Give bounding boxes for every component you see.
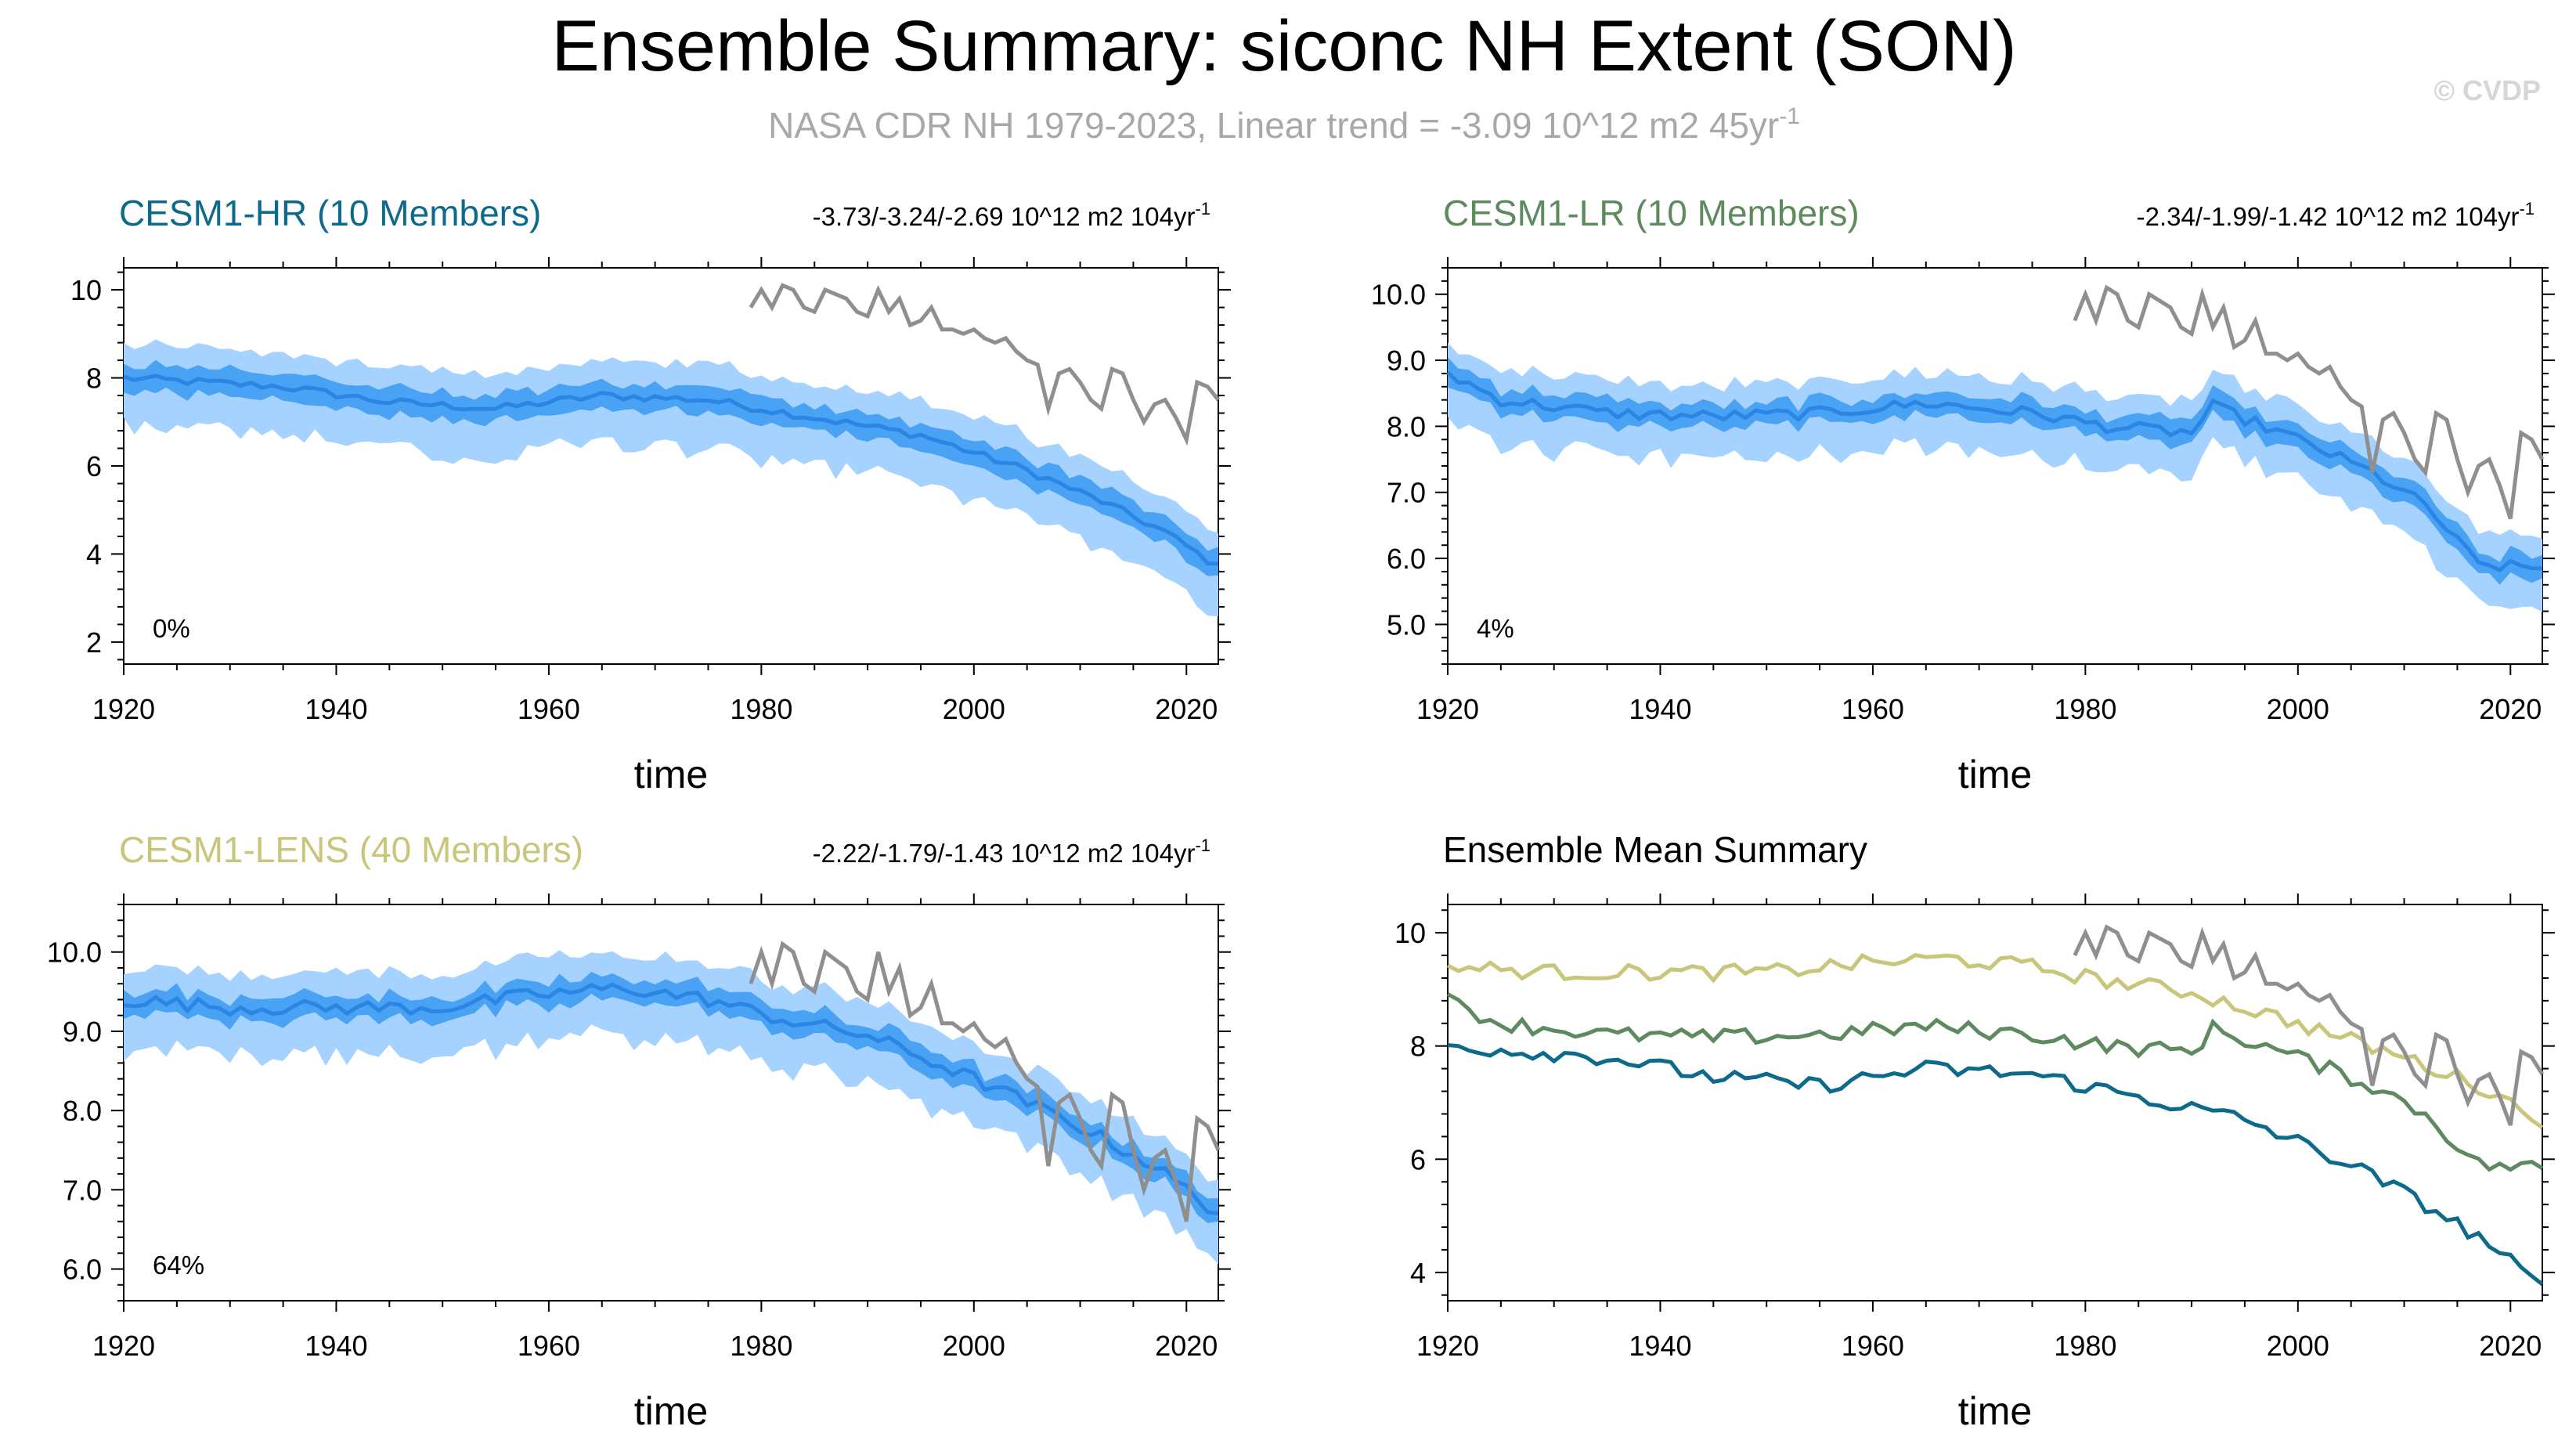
ensemble-mean-line <box>1446 370 2543 572</box>
rank-percent: 0% <box>153 614 190 643</box>
panel-lr: CESM1-LR (10 Members) -2.34/-1.99/-1.42 1… <box>1371 193 2555 796</box>
y-tick-label: 9.0 <box>1387 345 1426 377</box>
x-tick-label: 1960 <box>1842 1330 1904 1362</box>
x-axis-label: time <box>634 1389 708 1433</box>
y-tick-label: 10.0 <box>1371 279 1426 311</box>
x-tick-label: 1960 <box>518 693 580 725</box>
series-line-lr: CESM1-LR (10 Members) <box>1446 992 2544 1172</box>
figure-title: Ensemble Summary: siconc NH Extent (SON) <box>551 6 2016 86</box>
x-axis-label: time <box>634 753 708 796</box>
panel-title: CESM1-HR (10 Members) <box>119 193 541 233</box>
ensemble-range-band <box>124 950 1218 1265</box>
panel-hr: CESM1-HR (10 Members) -3.73/-3.24/-2.69 1… <box>70 193 1231 796</box>
series-line-hr: CESM1-HR (10 Members) <box>1447 1043 2544 1287</box>
y-tick-label: 5.0 <box>1387 608 1426 641</box>
x-tick-label: 1920 <box>92 693 155 725</box>
panel-trend: -3.73/-3.24/-2.69 10^12 m2 104yr-1 <box>813 199 1210 231</box>
x-tick-label: 1980 <box>2054 1330 2116 1362</box>
y-tick-label: 8.0 <box>1387 410 1426 442</box>
rank-percent: 64% <box>153 1251 204 1280</box>
trend-text: -2.34/-1.99/-1.42 10^12 m2 104yr <box>2137 202 2520 231</box>
x-tick-label: 1980 <box>730 1330 792 1362</box>
trend-exponent: -1 <box>2519 199 2535 218</box>
x-tick-label: 1980 <box>730 693 792 725</box>
trend-exponent: -1 <box>1195 836 1210 855</box>
rank-percent: 4% <box>1477 614 1514 643</box>
panel-lens: CESM1-LENS (40 Members) -2.22/-1.79/-1.43… <box>47 829 1231 1433</box>
panel-title: Ensemble Mean Summary <box>1443 829 1867 870</box>
x-tick-label: 1940 <box>305 1330 367 1362</box>
y-tick-label: 6.0 <box>1387 543 1426 575</box>
observations-line <box>749 941 1221 1222</box>
y-tick-label: 7.0 <box>1387 477 1426 509</box>
y-tick-label: 8 <box>1410 1031 1426 1063</box>
panel-trend: -2.22/-1.79/-1.43 10^12 m2 104yr-1 <box>813 836 1210 868</box>
x-tick-label: 1940 <box>1629 693 1691 725</box>
x-tick-label: 2020 <box>2479 1330 2542 1362</box>
y-tick-label: 7.0 <box>63 1174 102 1206</box>
x-tick-label: 2000 <box>2267 1330 2329 1362</box>
y-tick-label: 10 <box>1394 917 1426 949</box>
observations-line <box>749 283 1220 446</box>
x-tick-label: 2020 <box>2479 693 2542 725</box>
x-tick-label: 2020 <box>1155 693 1218 725</box>
x-tick-label: 1920 <box>1416 1330 1479 1362</box>
ensemble-iqr-band <box>1448 357 2542 585</box>
observations-line <box>2073 284 2545 520</box>
x-tick-label: 1980 <box>2054 693 2116 725</box>
x-tick-label: 2000 <box>2267 693 2329 725</box>
subtitle-exponent: -1 <box>1779 103 1800 129</box>
y-tick-label: 2 <box>86 626 102 659</box>
x-axis-label: time <box>1958 1389 2032 1433</box>
trend-exponent: -1 <box>1195 199 1210 218</box>
trend-text: -2.22/-1.79/-1.43 10^12 m2 104yr <box>813 839 1196 868</box>
plot-frame <box>123 904 1219 1302</box>
panel-title: CESM1-LR (10 Members) <box>1443 193 1860 233</box>
y-tick-label: 6 <box>1410 1143 1426 1175</box>
x-tick-label: 1920 <box>1416 693 1479 725</box>
x-tick-label: 2020 <box>1155 1330 1218 1362</box>
x-tick-label: 1960 <box>518 1330 580 1362</box>
figure-subtitle: NASA CDR NH 1979-2023, Linear trend = -3… <box>768 103 1800 146</box>
trend-text: -3.73/-3.24/-2.69 10^12 m2 104yr <box>813 202 1196 231</box>
series-line-lens: CESM1-LENS (40 Members) <box>1446 952 2544 1129</box>
observations-line <box>2073 924 2545 1126</box>
x-tick-label: 1940 <box>305 693 367 725</box>
subtitle-text: NASA CDR NH 1979-2023, Linear trend = -3… <box>768 105 1779 146</box>
y-tick-label: 6 <box>86 450 102 482</box>
panel-summary: Ensemble Mean Summary 1920 1940 1960 1980 200… <box>1394 829 2555 1433</box>
panels: CESM1-HR (10 Members) -3.73/-3.24/-2.69 1… <box>47 193 2555 1433</box>
ensemble-mean-line <box>123 374 1219 566</box>
plot-frame <box>1447 904 2543 1302</box>
y-tick-label: 8.0 <box>63 1095 102 1127</box>
panel-trend: -2.34/-1.99/-1.42 10^12 m2 104yr-1 <box>2137 199 2535 231</box>
y-tick-label: 4 <box>1410 1257 1426 1289</box>
panel-title: CESM1-LENS (40 Members) <box>119 829 583 870</box>
x-tick-label: 1920 <box>92 1330 155 1362</box>
ensemble-mean-line <box>123 982 1219 1215</box>
ensemble-iqr-band <box>124 971 1218 1223</box>
x-tick-label: 2000 <box>943 1330 1005 1362</box>
y-tick-label: 8 <box>86 363 102 395</box>
y-tick-label: 6.0 <box>63 1254 102 1286</box>
y-tick-label: 9.0 <box>63 1016 102 1048</box>
x-tick-label: 2000 <box>943 693 1005 725</box>
y-tick-label: 4 <box>86 538 102 570</box>
y-tick-label: 10 <box>70 274 102 306</box>
x-axis-label: time <box>1958 753 2032 796</box>
watermark: © CVDP <box>2433 74 2541 107</box>
x-tick-label: 1960 <box>1842 693 1904 725</box>
y-tick-label: 10.0 <box>47 937 102 969</box>
x-tick-label: 1940 <box>1629 1330 1691 1362</box>
